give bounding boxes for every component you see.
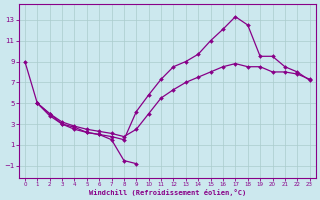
X-axis label: Windchill (Refroidissement éolien,°C): Windchill (Refroidissement éolien,°C) — [89, 189, 246, 196]
